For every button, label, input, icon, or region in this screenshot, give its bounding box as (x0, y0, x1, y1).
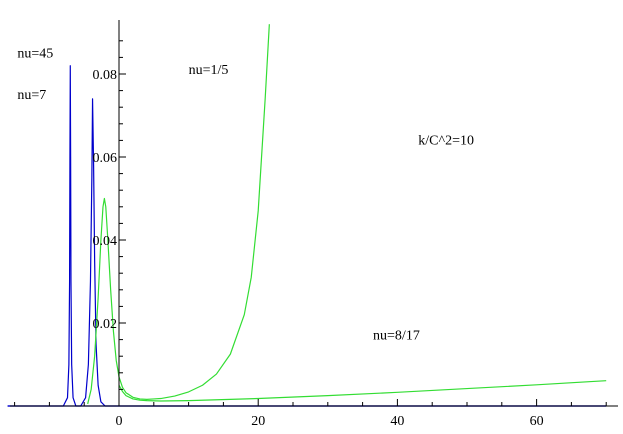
labels-layer: 0 20 40 60 0.02 0.04 0.06 0.08 nu=45 nu=7 nu=1/5 k/… (17, 46, 543, 429)
series-line-3 (87, 24, 270, 405)
x-tick-label: 60 (530, 414, 544, 429)
axes-layer (10, 20, 618, 407)
x-tick-label: 20 (251, 414, 265, 429)
series-line-4 (118, 380, 607, 402)
annotation-label: nu=1/5 (189, 63, 229, 78)
y-tick-label: 0.06 (93, 151, 118, 166)
annotation-label: k/C^2=10 (418, 134, 474, 149)
y-tick-label: 0.04 (93, 234, 118, 249)
y-tick-label: 0.02 (93, 317, 118, 332)
annotation-label: nu=45 (17, 46, 53, 61)
x-tick-label: 40 (390, 414, 404, 429)
series-line-2 (7, 98, 607, 407)
series-line-1 (7, 65, 607, 407)
series-layer (7, 24, 607, 407)
annotation-label: nu=7 (17, 88, 46, 103)
x-tick-label: 0 (116, 414, 123, 429)
y-tick-label: 0.08 (93, 68, 118, 83)
annotation-label: nu=8/17 (373, 329, 420, 344)
ticks-layer (14, 40, 607, 406)
